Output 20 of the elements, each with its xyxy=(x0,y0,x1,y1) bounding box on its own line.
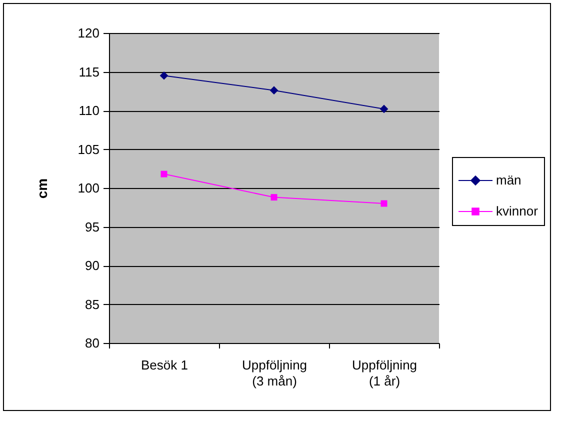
point xyxy=(270,194,278,201)
y-tick-label: 120 xyxy=(78,26,100,40)
y-tick-label: 95 xyxy=(85,219,100,234)
point xyxy=(160,71,168,80)
y-tick-label: 90 xyxy=(85,258,100,273)
legend-label: män xyxy=(496,172,522,188)
x-tick-label: Uppföljning (3 mån) xyxy=(242,358,308,388)
point xyxy=(380,104,388,114)
y-tick-label: 100 xyxy=(78,180,100,196)
x-tick-label: Uppföljning (1 år) xyxy=(352,358,418,388)
y-tick-label: 110 xyxy=(78,103,100,118)
y-tick-label: 105 xyxy=(78,142,100,157)
y-tick-label: 115 xyxy=(78,64,100,80)
y-axis-title: cm xyxy=(34,178,50,199)
y-tick-label: 80 xyxy=(85,336,100,350)
point xyxy=(160,170,168,178)
legend-label: kvinnor xyxy=(496,204,539,218)
y-tick-label: 85 xyxy=(85,296,100,312)
point xyxy=(270,86,278,95)
x-tick-label: Besök 1 xyxy=(141,358,188,372)
